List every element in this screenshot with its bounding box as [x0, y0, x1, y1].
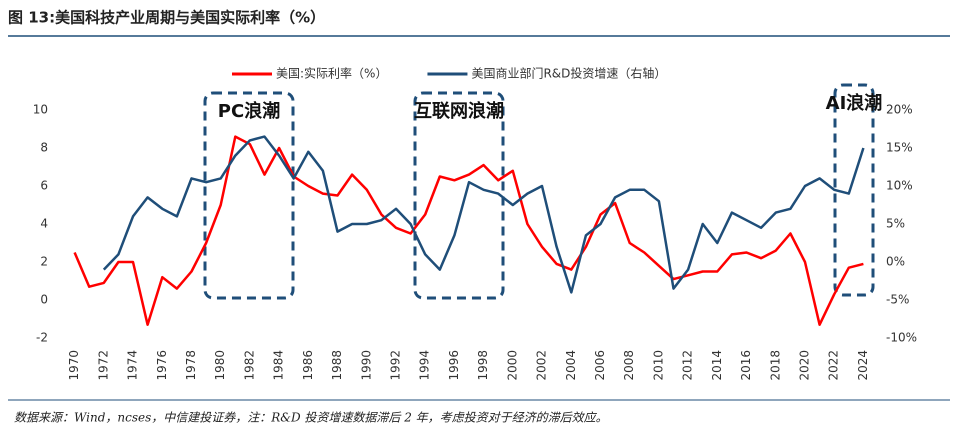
x-tick-label: 1984 [272, 350, 286, 381]
x-tick-label: 2014 [710, 350, 724, 381]
x-tick-label: 2008 [622, 350, 636, 381]
x-tick-label: 1972 [96, 350, 110, 381]
series-line [102, 135, 865, 294]
annotation-label: 互联网浪潮 [414, 100, 504, 122]
x-tick-label: 1976 [155, 350, 169, 381]
x-tick-label: 2002 [535, 350, 549, 381]
x-tick-label: 2012 [681, 350, 695, 381]
x-tick-label: 1980 [213, 350, 227, 381]
y2-tick-label: 20% [886, 103, 913, 117]
x-tick-label: 1974 [126, 350, 140, 381]
source-note: 数据来源：Wind，ncses，中信建投证券，注：R&D 投资增速数据滞后 2 … [14, 411, 608, 425]
x-tick-label: 1994 [418, 350, 432, 381]
x-tick-label: 1998 [476, 350, 490, 381]
x-tick-label: 1986 [301, 350, 315, 381]
x-tick-label: 1988 [330, 350, 344, 381]
x-tick-label: 1982 [242, 350, 256, 381]
x-tick-label: 2006 [593, 350, 607, 381]
x-tick-label: 2016 [739, 350, 753, 381]
x-tick-label: 1992 [388, 350, 402, 381]
y-tick-label: 2 [40, 255, 48, 269]
annotation-box [833, 83, 875, 297]
x-tick-label: 2018 [768, 350, 782, 381]
annotation-label: AI浪潮 [826, 92, 883, 114]
y-tick-label: 4 [40, 217, 48, 231]
y2-tick-label: 15% [886, 141, 913, 155]
y2-tick-label: -10% [886, 331, 917, 345]
annotation-box [203, 91, 295, 300]
x-tick-label: 1990 [359, 350, 373, 381]
y-tick-label: 6 [40, 179, 48, 193]
y2-tick-label: -5% [886, 293, 909, 307]
annotation-box [413, 91, 505, 300]
y-tick-label: 0 [40, 293, 48, 307]
y-tick-label: 10 [33, 103, 48, 117]
x-tick-label: 1970 [67, 350, 81, 381]
legend-label: 美国:实际利率（%） [276, 66, 387, 81]
x-tick-label: 2024 [856, 350, 870, 381]
x-tick-label: 1978 [184, 350, 198, 381]
y2-tick-label: 10% [886, 179, 913, 193]
series-line [73, 135, 864, 326]
x-tick-label: 2010 [651, 350, 665, 381]
y-tick-label: 8 [40, 141, 48, 155]
y-tick-label: -2 [36, 331, 48, 345]
x-tick-label: 2020 [797, 350, 811, 381]
chart-title: 图 13:美国科技产业周期与美国实际利率（%） [8, 9, 325, 27]
y2-tick-label: 0% [886, 255, 905, 269]
annotation-label: PC浪潮 [218, 100, 280, 122]
x-tick-label: 2022 [827, 350, 841, 381]
legend-label: 美国商业部门R&D投资增速（右轴） [471, 66, 666, 81]
x-tick-label: 1996 [447, 350, 461, 381]
x-tick-label: 2000 [505, 350, 519, 381]
x-tick-label: 2004 [564, 350, 578, 381]
y2-tick-label: 5% [886, 217, 905, 231]
